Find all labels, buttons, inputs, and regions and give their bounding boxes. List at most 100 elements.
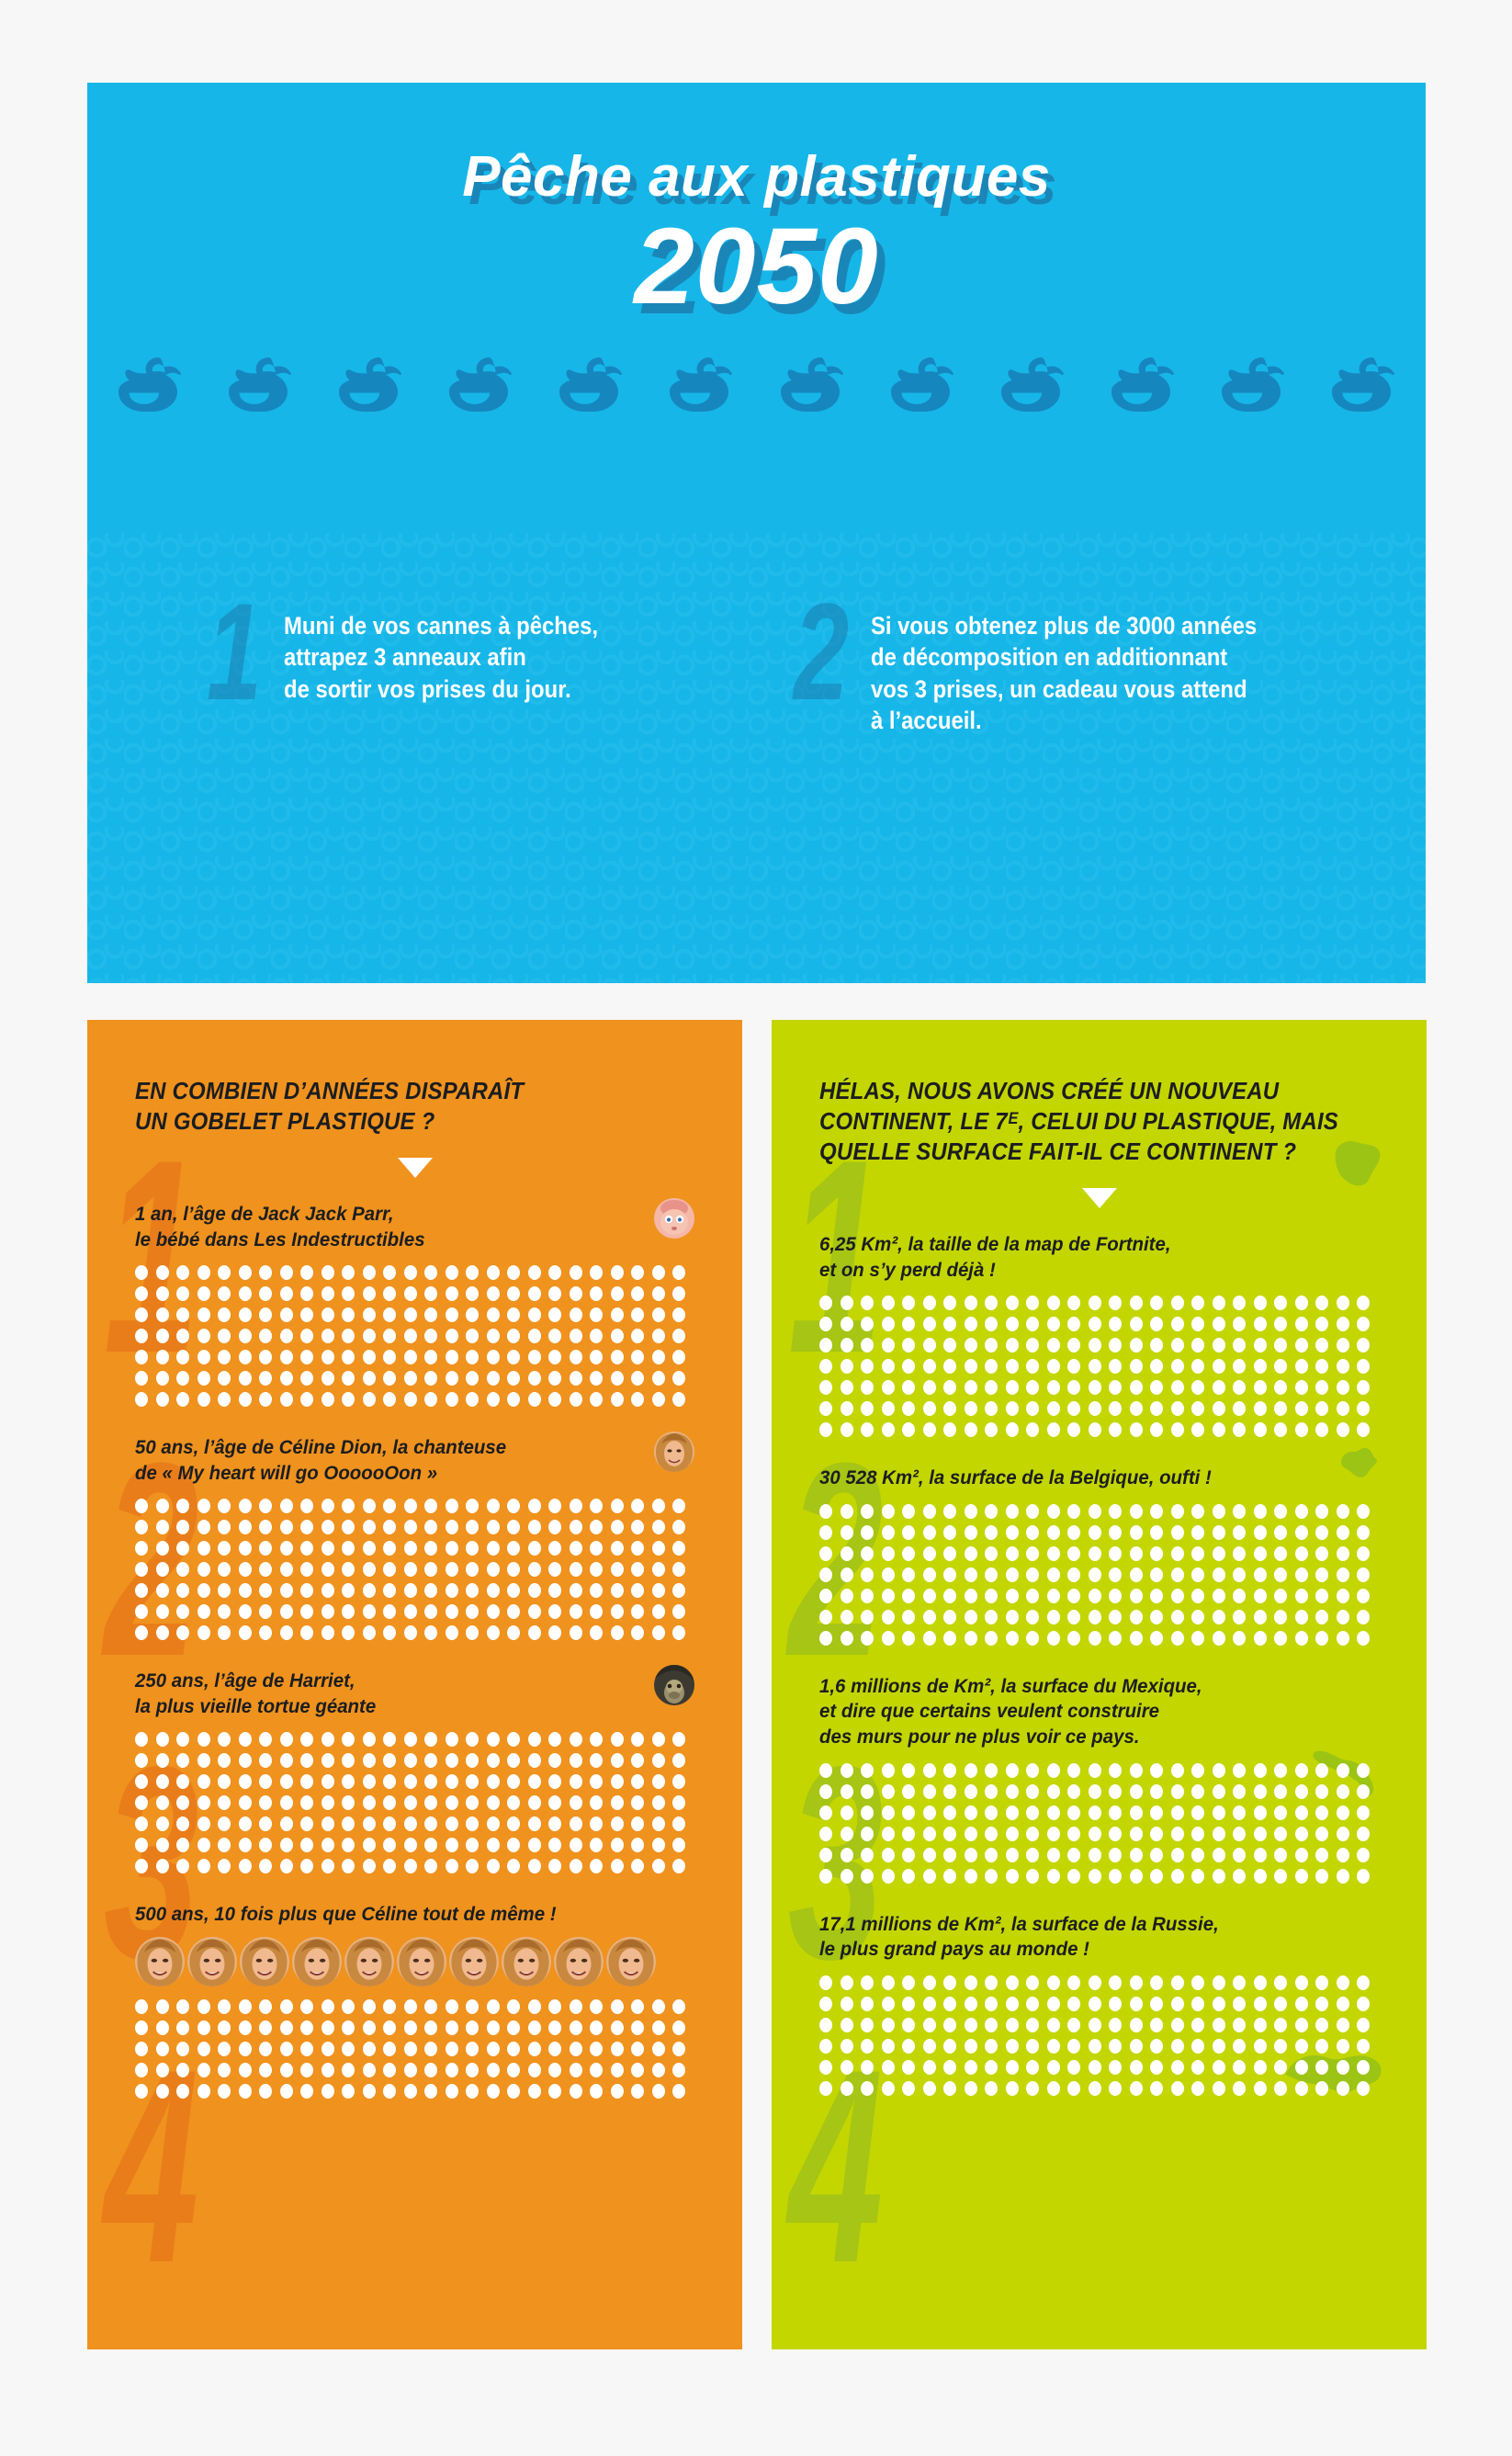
grid-dot xyxy=(1336,1826,1349,1841)
grid-dot xyxy=(1274,1524,1287,1540)
grid-dot xyxy=(1129,1380,1143,1396)
grid-dot xyxy=(1274,1567,1287,1582)
grid-dot xyxy=(902,1630,915,1646)
grid-dot xyxy=(590,1499,603,1514)
grid-dot xyxy=(466,1625,479,1641)
grid-dot xyxy=(1315,1762,1328,1778)
grid-dot xyxy=(922,2038,936,2054)
grid-dot xyxy=(1088,1783,1101,1799)
grid-dot xyxy=(1046,1868,1060,1884)
rubber-duck-icon xyxy=(780,357,843,412)
grid-dot xyxy=(902,1545,915,1561)
grid-dot xyxy=(1253,1401,1267,1417)
grid-dot xyxy=(1046,1545,1060,1561)
grid-dot xyxy=(1357,2059,1370,2075)
grid-dot xyxy=(1233,1847,1246,1862)
grid-dot xyxy=(1005,1524,1019,1540)
grid-dot xyxy=(135,1838,148,1853)
grid-dot xyxy=(861,1630,874,1646)
grid-dot xyxy=(1212,1503,1225,1519)
grid-dot xyxy=(943,1609,956,1624)
grid-dot xyxy=(424,1499,437,1514)
entries-orange: 1 an, l’âge de Jack Jack Parr, le bébé d… xyxy=(87,1198,742,2105)
grid-dot xyxy=(403,1520,417,1535)
grid-dot xyxy=(861,1847,874,1862)
grid-dot xyxy=(1294,1805,1308,1820)
grid-dot xyxy=(1150,1975,1163,1990)
grid-dot xyxy=(569,1392,582,1408)
harriet-tortoise-avatar xyxy=(654,1665,694,1706)
grid-dot xyxy=(218,1625,231,1641)
grid-dot xyxy=(527,1625,541,1641)
grid-dot xyxy=(507,1371,520,1386)
grid-dot xyxy=(218,1838,231,1853)
grid-dot xyxy=(342,1604,355,1620)
grid-dot xyxy=(155,1604,169,1620)
grid-dot xyxy=(569,1838,582,1853)
grid-dot xyxy=(1026,1868,1039,1884)
grid-dot xyxy=(321,1541,334,1556)
grid-dot xyxy=(383,1562,396,1578)
grid-dot xyxy=(985,2017,998,2032)
grid-dot xyxy=(218,2062,231,2077)
grid-dot xyxy=(1253,1996,1267,2011)
grid-dot xyxy=(985,1847,998,1862)
grid-dot xyxy=(1129,1588,1143,1603)
grid-dot xyxy=(342,2041,355,2056)
grid-dot xyxy=(943,1380,956,1396)
grid-dot xyxy=(424,1774,437,1790)
grid-dot xyxy=(466,1604,479,1620)
grid-dot xyxy=(1088,1588,1101,1603)
grid-dot xyxy=(631,2083,644,2099)
grid-dot xyxy=(1253,1805,1267,1820)
grid-dot xyxy=(527,2020,541,2035)
grid-dot xyxy=(1026,1609,1039,1624)
grid-dot xyxy=(238,1732,252,1748)
grid-dot xyxy=(279,1307,293,1323)
grid-dot xyxy=(1026,1317,1039,1332)
grid-dot xyxy=(466,1838,479,1853)
grid-dot xyxy=(466,2062,479,2077)
grid-dot xyxy=(672,1732,685,1748)
grid-dot xyxy=(881,1805,895,1820)
grid-dot xyxy=(300,1541,313,1556)
grid-dot xyxy=(135,1329,148,1344)
grid-dot xyxy=(527,1774,541,1790)
grid-dot xyxy=(1005,2080,1019,2096)
rubber-duck-icon xyxy=(1331,357,1394,412)
grid-dot xyxy=(321,1817,334,1832)
grid-dot xyxy=(1253,1868,1267,1884)
grid-dot xyxy=(155,1859,169,1874)
grid-dot xyxy=(943,1524,956,1540)
grid-dot xyxy=(176,1753,189,1769)
grid-dot xyxy=(279,1265,293,1281)
grid-dot xyxy=(881,1975,895,1990)
grid-dot xyxy=(1067,1359,1080,1375)
grid-dot xyxy=(362,1329,376,1344)
grid-dot xyxy=(1357,1762,1370,1778)
grid-dot xyxy=(1026,1783,1039,1799)
grid-dot xyxy=(507,1307,520,1323)
grid-dot xyxy=(342,1307,355,1323)
grid-dot xyxy=(1294,1847,1308,1862)
grid-dot xyxy=(527,1350,541,1365)
grid-dot xyxy=(1129,2038,1143,2054)
grid-dot xyxy=(1129,2017,1143,2032)
entry-header: 6,25 Km², la taille de la map de Fortnit… xyxy=(819,1232,1379,1283)
grid-dot xyxy=(403,1286,417,1302)
grid-dot xyxy=(527,1583,541,1599)
grid-dot xyxy=(569,1350,582,1365)
grid-dot xyxy=(424,1625,437,1641)
grid-dot xyxy=(259,1562,272,1578)
grid-dot xyxy=(985,1975,998,1990)
grid-dot xyxy=(1357,1567,1370,1582)
grid-dot xyxy=(321,1625,334,1641)
celine-dion-face xyxy=(292,1936,342,1986)
grid-dot xyxy=(218,2041,231,2056)
grid-dot xyxy=(610,2083,624,2099)
grid-dot xyxy=(902,1338,915,1353)
grid-dot xyxy=(1212,1783,1225,1799)
grid-dot xyxy=(1005,1996,1019,2011)
grid-dot xyxy=(1233,1996,1246,2011)
grid-dot xyxy=(985,1338,998,1353)
